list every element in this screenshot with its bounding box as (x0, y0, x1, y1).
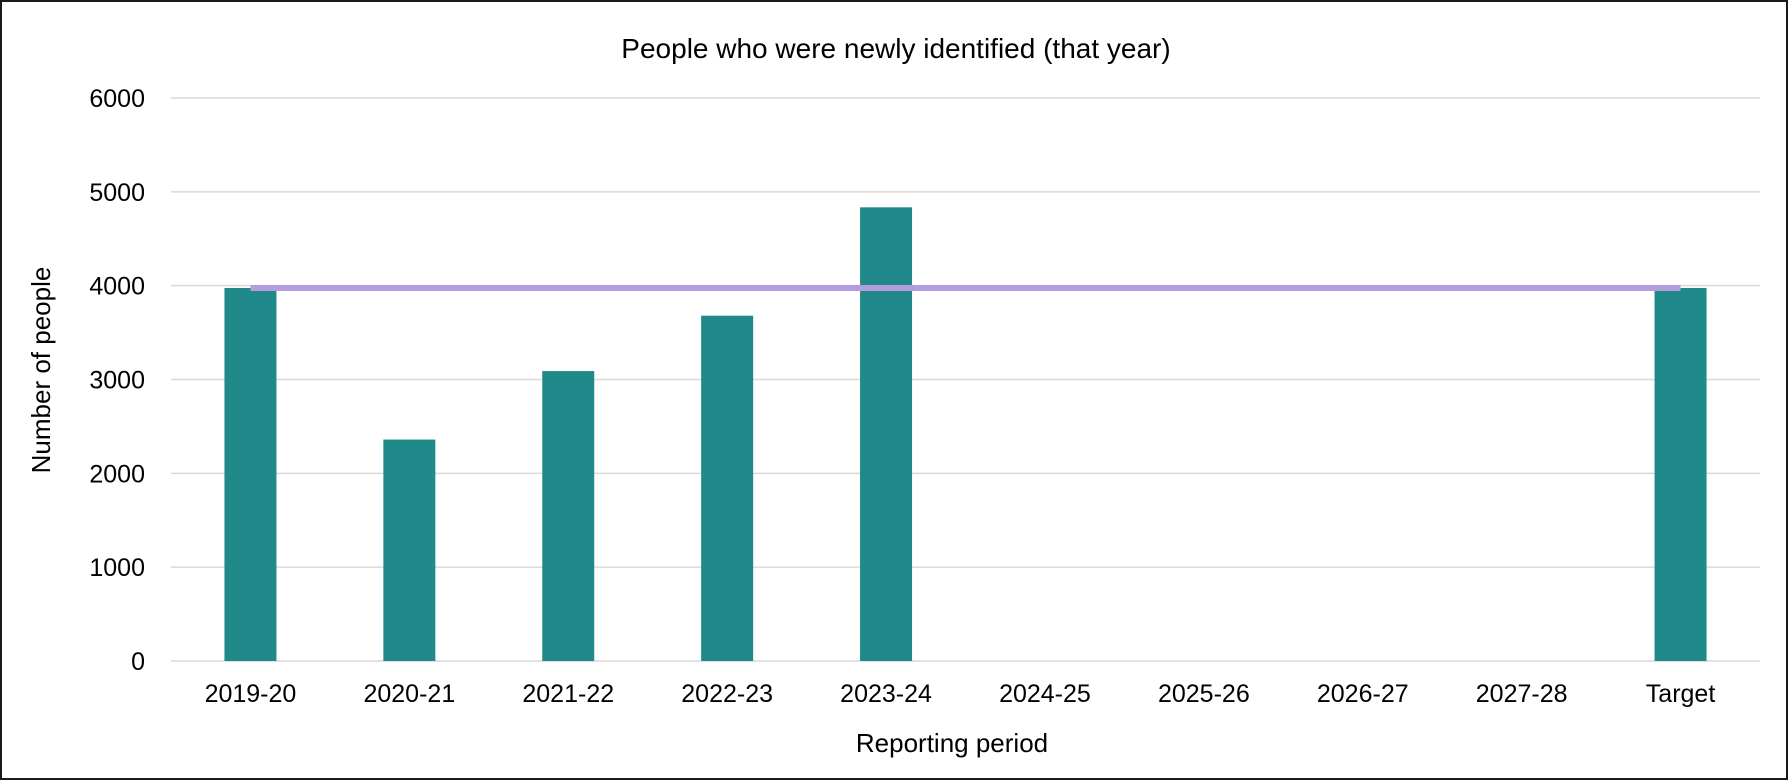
x-tick-label: 2027-28 (1476, 680, 1568, 708)
y-tick-label: 2000 (89, 460, 145, 488)
x-tick-label: 2022-23 (681, 680, 773, 708)
y-tick-label: 6000 (89, 85, 145, 113)
bar-2023-24 (860, 207, 912, 661)
x-tick-label: 2024-25 (999, 680, 1091, 708)
bar-2020-21 (383, 440, 435, 661)
y-axis-ticks: 0 1000 2000 3000 4000 5000 6000 (89, 85, 145, 676)
x-tick-label: 2026-27 (1317, 680, 1409, 708)
x-tick-label: 2023-24 (840, 680, 932, 708)
y-axis-label: Number of people (26, 267, 56, 474)
x-tick-label: Target (1646, 680, 1716, 708)
y-tick-label: 0 (131, 648, 145, 676)
y-tick-label: 4000 (89, 273, 145, 301)
bar-2019-20 (224, 288, 276, 661)
y-tick-label: 3000 (89, 367, 145, 395)
bars (224, 207, 1706, 661)
y-tick-label: 5000 (89, 179, 145, 207)
x-axis-ticks: 2019-20 2020-21 2021-22 2022-23 2023-24 2024-… (205, 680, 1716, 708)
y-tick-label: 1000 (89, 554, 145, 582)
x-tick-label: 2021-22 (522, 680, 614, 708)
x-tick-label: 2020-21 (363, 680, 455, 708)
bar-2021-22 (542, 371, 594, 661)
chart-title: People who were newly identified (that y… (621, 33, 1170, 64)
x-tick-label: 2025-26 (1158, 680, 1250, 708)
bar-target (1655, 288, 1707, 661)
bar-2022-23 (701, 316, 753, 661)
x-axis-label: Reporting period (856, 728, 1048, 758)
x-tick-label: 2019-20 (205, 680, 297, 708)
